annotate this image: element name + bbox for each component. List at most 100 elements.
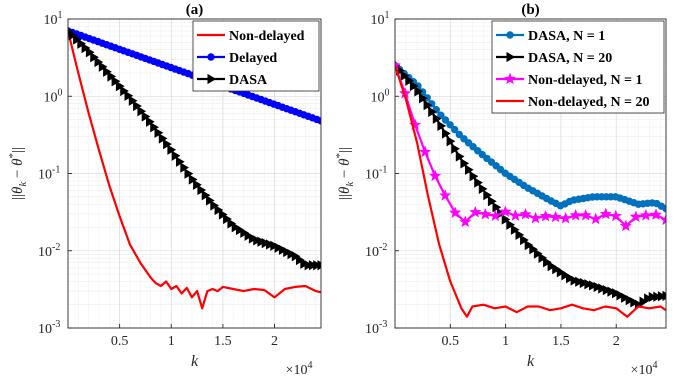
marker-non-delayed-n-1-10 <box>489 209 502 222</box>
panel-b: 0.5 1 1.5 2 101 100 10-1 10-2 10-3 (b) k ×104 ||θk −… <box>334 2 667 378</box>
y-tick-label: 10-2 <box>365 242 387 260</box>
marker-dasa-23 <box>163 138 172 150</box>
marker-dasa-3 <box>77 38 87 49</box>
marker-non-delayed-n-1-20 <box>589 212 602 225</box>
marker-non-delayed-n-1-13 <box>519 207 532 220</box>
marker-dasa-n-20-43 <box>588 280 598 291</box>
marker-non-delayed-n-1-12 <box>509 209 522 221</box>
marker-dasa-n-20-46 <box>602 284 612 296</box>
marker-dasa-n-20-12 <box>446 136 456 147</box>
marker-dasa-n-20-29 <box>524 239 534 251</box>
marker-dasa-n-20-19 <box>478 183 488 195</box>
marker-dasa-n-20-11 <box>441 128 451 139</box>
marker-dasa-22 <box>158 133 168 144</box>
marker-dasa-n-20-54 <box>639 296 649 307</box>
marker-dasa-n-20-50 <box>621 292 630 303</box>
marker-dasa-18 <box>141 111 151 122</box>
marker-dasa-n-20-45 <box>598 283 607 294</box>
y-tick-label: 10-1 <box>365 165 387 183</box>
marker-dasa-n-1-16 <box>464 139 473 147</box>
marker-dasa-n-20-17 <box>469 171 479 182</box>
y-axis-label: ||θk − θ*|| <box>334 147 356 200</box>
marker-dasa-n-20-31 <box>533 248 543 259</box>
y-tick-label: 10-3 <box>38 319 60 337</box>
marker-non-delayed-n-1-26 <box>649 208 663 221</box>
marker-dasa-n-20-27 <box>515 229 525 241</box>
legend-label: Non-delayed, N = 1 <box>528 73 643 88</box>
marker-dasa-39 <box>231 222 241 233</box>
marker-dasa-n-20-28 <box>520 234 529 246</box>
marker-dasa-n-20-10 <box>437 120 447 132</box>
y-tick-label: 101 <box>371 10 390 28</box>
y-tick-label: 100 <box>44 87 63 105</box>
legend-label: Non-delayed <box>229 29 305 44</box>
marker-dasa-n-1-12 <box>446 121 454 129</box>
legend-label: DASA <box>229 73 268 88</box>
marker-dasa-4 <box>81 42 91 54</box>
marker-dasa-25 <box>171 150 181 161</box>
marker-dasa-51 <box>283 246 292 258</box>
marker-dasa-57 <box>308 260 318 271</box>
marker-dasa-n-20-47 <box>607 286 617 297</box>
marker-dasa-32 <box>201 190 211 201</box>
marker-dasa-28 <box>184 168 194 179</box>
marker-non-delayed-n-1-16 <box>549 210 562 223</box>
x-axis-label: k <box>191 353 199 370</box>
series-non-delayed <box>68 30 321 310</box>
marker-dasa-11 <box>111 76 121 87</box>
marker-dasa-n-1-13 <box>451 125 459 134</box>
y-tick-label: 10-1 <box>38 165 60 183</box>
marker-dasa-47 <box>265 239 275 250</box>
marker-dasa-50 <box>278 244 288 256</box>
marker-dasa-n-20-30 <box>529 244 538 255</box>
marker-dasa-41 <box>240 227 249 238</box>
marker-dasa-n-20-48 <box>611 288 621 299</box>
x-exponent-label: ×104 <box>631 360 658 378</box>
marker-non-delayed-n-1-8 <box>469 205 482 218</box>
marker-dasa-20 <box>150 122 159 133</box>
marker-non-delayed-n-1-17 <box>559 211 572 224</box>
marker-dasa-n-20-13 <box>451 143 460 154</box>
marker-dasa-n-20-58 <box>657 291 666 302</box>
marker-dasa-8 <box>98 61 108 72</box>
marker-dasa-12 <box>115 80 125 92</box>
marker-dasa-1 <box>68 30 78 41</box>
marker-dasa-38 <box>227 218 237 229</box>
marker-non-delayed-n-1-15 <box>539 209 552 222</box>
marker-dasa-n-20-49 <box>616 290 626 301</box>
marker-dasa-n-20-36 <box>556 267 566 278</box>
marker-dasa-n-20-59 <box>662 290 666 302</box>
marker-dasa-n-20-20 <box>483 189 493 201</box>
marker-legend-dasa-2 <box>207 73 217 85</box>
marker-dasa-54 <box>295 254 305 266</box>
marker-dasa-58 <box>313 260 321 271</box>
marker-dasa-n-20-18 <box>474 177 483 188</box>
x-tick-label: 1.5 <box>552 334 570 349</box>
marker-dasa-24 <box>167 144 177 155</box>
marker-dasa-13 <box>120 85 129 97</box>
marker-dasa-21 <box>154 127 164 138</box>
marker-legend-delayed-1 <box>207 53 215 61</box>
marker-dasa-n-20-21 <box>487 196 497 207</box>
marker-dasa-n-20-25 <box>506 219 515 230</box>
x-exponent-label: ×104 <box>286 360 313 378</box>
x-axis-label: k <box>527 353 535 370</box>
x-tick-label: 2 <box>271 334 278 349</box>
marker-dasa-n-1-14 <box>455 130 463 139</box>
marker-non-delayed-n-1-3 <box>418 145 432 158</box>
marker-dasa-n-20-35 <box>552 263 561 275</box>
marker-non-delayed-n-1-11 <box>499 205 512 218</box>
marker-non-delayed-n-1-25 <box>639 208 653 221</box>
marker-dasa-n-1-17 <box>469 142 477 151</box>
y-tick-label: 10-3 <box>365 319 387 337</box>
marker-dasa-46 <box>261 237 271 249</box>
marker-dasa-52 <box>287 248 297 260</box>
marker-non-delayed-n-1-4 <box>428 169 442 182</box>
marker-dasa-34 <box>210 200 219 211</box>
series-non-delayed-n-1 <box>395 58 666 232</box>
marker-dasa-n-20-39 <box>570 275 580 286</box>
marker-dasa-n-20-56 <box>648 291 658 303</box>
marker-dasa-n-20-7 <box>423 99 433 111</box>
marker-non-delayed-n-1-14 <box>529 211 542 224</box>
